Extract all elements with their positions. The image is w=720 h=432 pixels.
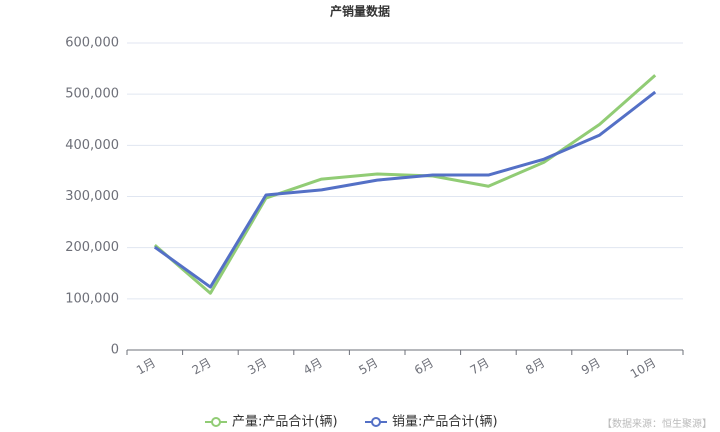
- x-tick-label: 2月: [190, 356, 214, 378]
- x-tick-label: 3月: [245, 356, 269, 378]
- x-tick-label: 5月: [356, 356, 380, 378]
- series-line: [153, 90, 657, 289]
- y-tick-label: 100,000: [65, 291, 119, 306]
- legend-marker: [211, 417, 221, 427]
- x-tick-label: 6月: [412, 356, 436, 378]
- y-tick-label: 300,000: [65, 189, 119, 204]
- y-tick-label: 500,000: [65, 87, 119, 102]
- x-tick-label: 9月: [579, 356, 603, 378]
- x-tick-label: 1月: [134, 356, 158, 378]
- series-line: [153, 74, 657, 295]
- y-tick-label: 400,000: [65, 138, 119, 153]
- x-tick-label: 8月: [523, 356, 547, 378]
- x-tick-label: 10月: [628, 356, 659, 382]
- legend-label: 产量:产品合计(辆): [232, 415, 338, 430]
- y-tick-label: 0: [111, 343, 119, 358]
- legend-marker: [371, 417, 381, 427]
- source-note: 【数据来源：恒生聚源】: [602, 417, 712, 430]
- y-tick-label: 200,000: [65, 240, 119, 255]
- x-tick-label: 7月: [468, 356, 492, 378]
- y-tick-label: 600,000: [65, 36, 119, 51]
- x-tick-label: 4月: [301, 356, 325, 378]
- chart-title: 产销量数据: [330, 4, 390, 19]
- legend-label: 销量:产品合计(辆): [392, 415, 498, 430]
